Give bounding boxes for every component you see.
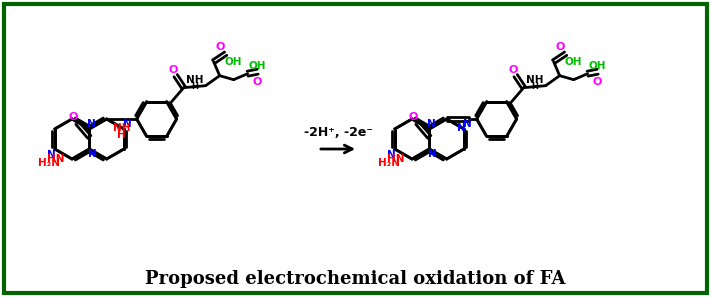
Text: OH: OH (589, 61, 606, 71)
Text: O: O (69, 112, 78, 122)
Text: Proposed electrochemical oxidation of FA: Proposed electrochemical oxidation of FA (145, 270, 565, 288)
Text: H: H (531, 82, 538, 91)
Text: NH: NH (526, 75, 543, 85)
Text: H: H (191, 82, 198, 91)
Text: O: O (593, 77, 602, 87)
Text: H₂N: H₂N (378, 158, 400, 168)
Text: H: H (117, 130, 126, 140)
Text: O: O (509, 65, 518, 75)
Text: N: N (387, 150, 396, 160)
Text: NH: NH (186, 75, 203, 85)
Text: OH: OH (565, 57, 582, 67)
Text: -2H⁺, -2e⁻: -2H⁺, -2e⁻ (304, 127, 373, 140)
Text: OH: OH (225, 57, 242, 67)
Text: HN: HN (46, 154, 64, 164)
Text: N: N (427, 119, 436, 129)
Text: HN: HN (387, 154, 404, 164)
Text: H₂N: H₂N (38, 158, 60, 168)
Text: N: N (87, 119, 96, 129)
Text: O: O (409, 112, 418, 122)
Text: N: N (122, 119, 132, 129)
Text: N: N (48, 150, 56, 160)
Text: N: N (428, 149, 437, 159)
Text: OH: OH (249, 61, 267, 71)
Text: O: O (253, 77, 262, 87)
Text: O: O (216, 42, 225, 52)
Text: N: N (457, 123, 466, 133)
Text: NH: NH (113, 123, 130, 133)
Text: O: O (556, 42, 565, 52)
Text: N: N (463, 119, 471, 129)
Text: O: O (169, 65, 178, 75)
Text: N: N (88, 149, 97, 159)
